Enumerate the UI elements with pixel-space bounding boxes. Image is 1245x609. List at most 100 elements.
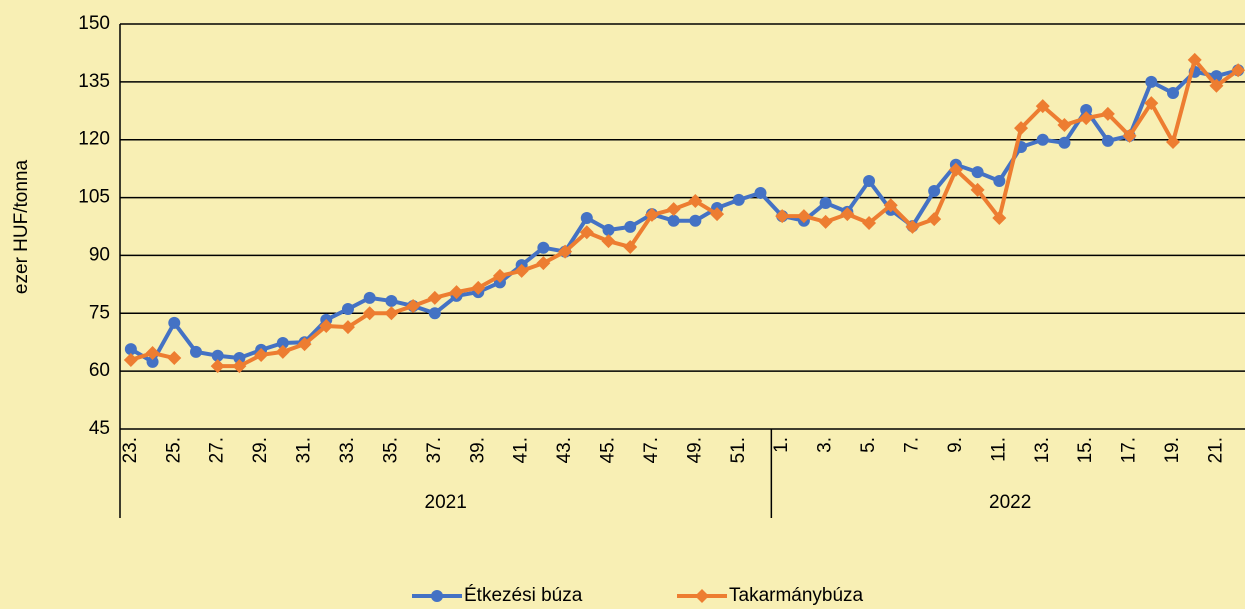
y-tick-label: 135 [78,71,110,92]
diamond-marker [558,244,573,259]
group-label: 2021 [425,492,467,513]
x-tick-label: 49. [684,437,705,463]
series-line [129,68,1239,364]
x-tick-label: 3. [815,437,836,453]
y-tick-label: 90 [89,244,110,265]
x-tick-label: 1. [771,437,792,453]
y-tick-label: 45 [89,418,110,439]
diamond-marker [710,207,725,222]
circle-marker [754,186,767,199]
y-tick-label: 150 [78,13,110,34]
diamond-marker [1100,106,1115,121]
circle-marker [602,223,615,236]
circle-marker [124,343,137,356]
diamond-marker [948,162,963,177]
diamond-marker [319,319,334,334]
x-tick-label: 37. [424,437,445,463]
diamond-marker [514,263,529,278]
diamond-marker [796,209,811,224]
diamond-marker [992,211,1007,226]
diamond-marker [1187,52,1202,67]
diamond-marker [623,239,638,254]
circle-marker [233,352,246,365]
circle-marker [971,166,984,179]
diamond-marker [492,268,507,283]
x-tick-label: 29. [250,437,271,463]
diamond-marker [688,194,703,209]
x-tick-label: 41. [511,437,532,463]
x-tick-label: 17. [1119,437,1140,463]
diamond-marker [362,306,377,321]
circle-marker [667,214,680,227]
x-tick-label: 25. [163,437,184,463]
y-tick-label: 60 [89,360,110,381]
x-tick-label: 5. [858,437,879,453]
x-tick-label: 45. [598,437,619,463]
circle-marker [146,355,159,368]
diamond-marker [970,182,985,197]
circle-marker [1167,87,1180,100]
diamond-marker [579,225,594,240]
diamond-marker [905,219,920,234]
circle-marker [428,307,441,320]
diamond-marker [818,214,833,229]
diamond-marker [254,347,269,362]
y-tick-label: 105 [78,187,110,208]
circle-marker [928,185,941,198]
x-tick-label: 7. [901,437,922,453]
circle-marker [689,214,702,227]
circle-marker [276,336,289,349]
x-tick-label: 15. [1075,437,1096,463]
diamond-marker [406,298,421,313]
x-tick-label: 51. [728,437,749,463]
diamond-marker [427,290,442,305]
legend-label: Étkezési búza [464,585,583,606]
circle-marker [1058,136,1071,149]
circle-marker [732,193,745,206]
diamond-marker [775,209,790,224]
x-tick-label: 47. [641,437,662,463]
diamond-marker [297,337,312,352]
circle-marker [863,174,876,187]
circle-marker [189,345,202,358]
diamond-marker [644,207,659,222]
circle-marker [168,316,181,329]
circle-marker [1145,75,1158,88]
x-tick-label: 19. [1162,437,1183,463]
diamond-marker [275,344,290,359]
circle-marker [580,212,593,225]
diamond-marker [1014,121,1029,136]
diamond-marker [1166,135,1181,150]
diamond-marker [862,216,877,231]
diamond-marker [471,280,486,295]
circle-marker [819,196,832,209]
diamond-marker [145,346,160,361]
x-tick-label: 31. [294,437,315,463]
diamond-marker [1057,118,1072,133]
circle-marker [341,303,354,316]
diamond-marker [123,352,138,367]
x-tick-label: 33. [337,437,358,463]
diamond-marker [601,234,616,249]
diamond-marker [1035,99,1050,114]
diamond-marker [666,202,681,217]
diamond-marker [536,256,551,271]
legend-marker [431,590,443,602]
x-tick-label: 39. [467,437,488,463]
y-tick-label: 120 [78,129,110,150]
diamond-marker [232,359,247,374]
circle-marker [624,220,637,233]
circle-marker [537,241,550,254]
diamond-marker [210,359,225,374]
x-tick-label: 13. [1032,437,1053,463]
diamond-marker [883,198,898,213]
circle-marker [1101,134,1114,147]
circle-marker [993,174,1006,187]
circle-marker [211,349,224,362]
circle-marker [1080,104,1093,117]
diamond-marker [167,351,182,366]
x-tick-label: 43. [554,437,575,463]
diamond-marker [840,207,855,222]
